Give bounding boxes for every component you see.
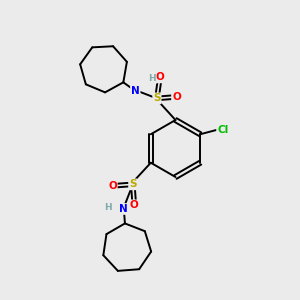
Text: N: N: [131, 86, 140, 96]
Text: H: H: [148, 74, 156, 83]
Text: O: O: [130, 200, 139, 210]
Text: S: S: [129, 179, 136, 189]
Text: Cl: Cl: [217, 125, 228, 135]
Text: O: O: [155, 72, 164, 82]
Text: H: H: [104, 203, 112, 212]
Text: S: S: [153, 93, 161, 103]
Text: O: O: [108, 181, 117, 191]
Text: N: N: [119, 204, 128, 214]
Text: O: O: [172, 92, 181, 102]
